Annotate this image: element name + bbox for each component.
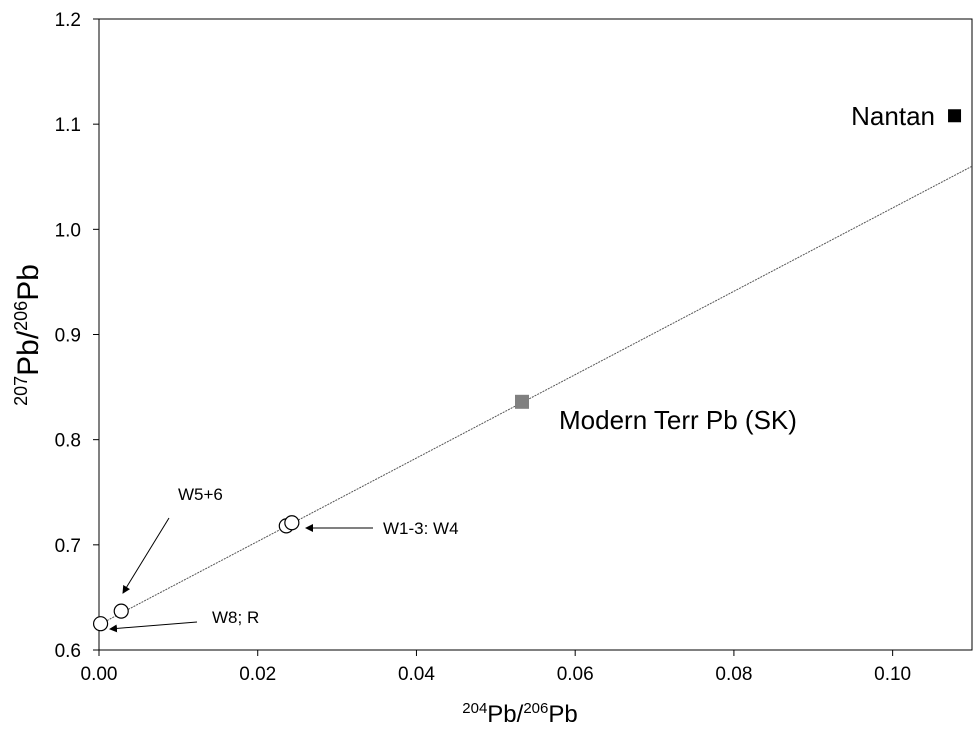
y-tick-label: 0.6 bbox=[55, 641, 81, 662]
y-axis-label: 207Pb/206Pb bbox=[11, 264, 45, 406]
y-axis-ticks: 0.6 0.7 0.8 0.9 1.0 1.1 1.2 bbox=[55, 10, 99, 662]
nantan-label: Nantan bbox=[851, 101, 935, 131]
annotation-w1-3-w4: W1-3: W4 bbox=[383, 519, 459, 538]
plot-frame bbox=[98, 18, 973, 651]
sample-point bbox=[284, 515, 300, 531]
x-tick-label: 0.04 bbox=[398, 664, 435, 685]
x-tick-label: 0.02 bbox=[239, 664, 276, 685]
arrow-w5-6 bbox=[122, 517, 170, 594]
sample-points bbox=[92, 515, 300, 632]
y-tick-label: 0.9 bbox=[55, 326, 81, 347]
modern-terr-label: Modern Terr Pb (SK) bbox=[559, 405, 797, 435]
x-tick-label: 0.06 bbox=[557, 664, 594, 685]
y-tick-label: 0.7 bbox=[55, 536, 81, 557]
sample-point bbox=[92, 616, 109, 632]
y-tick-label: 1.2 bbox=[55, 10, 81, 31]
x-axis-ticks: 0.00 0.02 0.04 0.06 0.08 0.10 bbox=[81, 650, 911, 685]
modern-terr-point bbox=[515, 394, 530, 409]
x-tick-label: 0.10 bbox=[874, 664, 911, 685]
x-tick-label: 0.08 bbox=[715, 664, 752, 685]
arrow-w8-r bbox=[109, 621, 198, 633]
y-tick-label: 1.1 bbox=[55, 115, 81, 136]
annotation-w5-6: W5+6 bbox=[178, 485, 223, 504]
y-tick-label: 1.0 bbox=[55, 220, 81, 241]
x-axis-label: 204Pb/206Pb bbox=[462, 700, 577, 728]
sample-point bbox=[113, 603, 129, 619]
y-tick-label: 0.8 bbox=[55, 431, 81, 452]
annotation-w8-r: W8; R bbox=[212, 608, 259, 627]
nantan-point bbox=[948, 109, 962, 123]
mixing-line bbox=[98, 165, 973, 626]
x-tick-label: 0.00 bbox=[81, 664, 118, 685]
